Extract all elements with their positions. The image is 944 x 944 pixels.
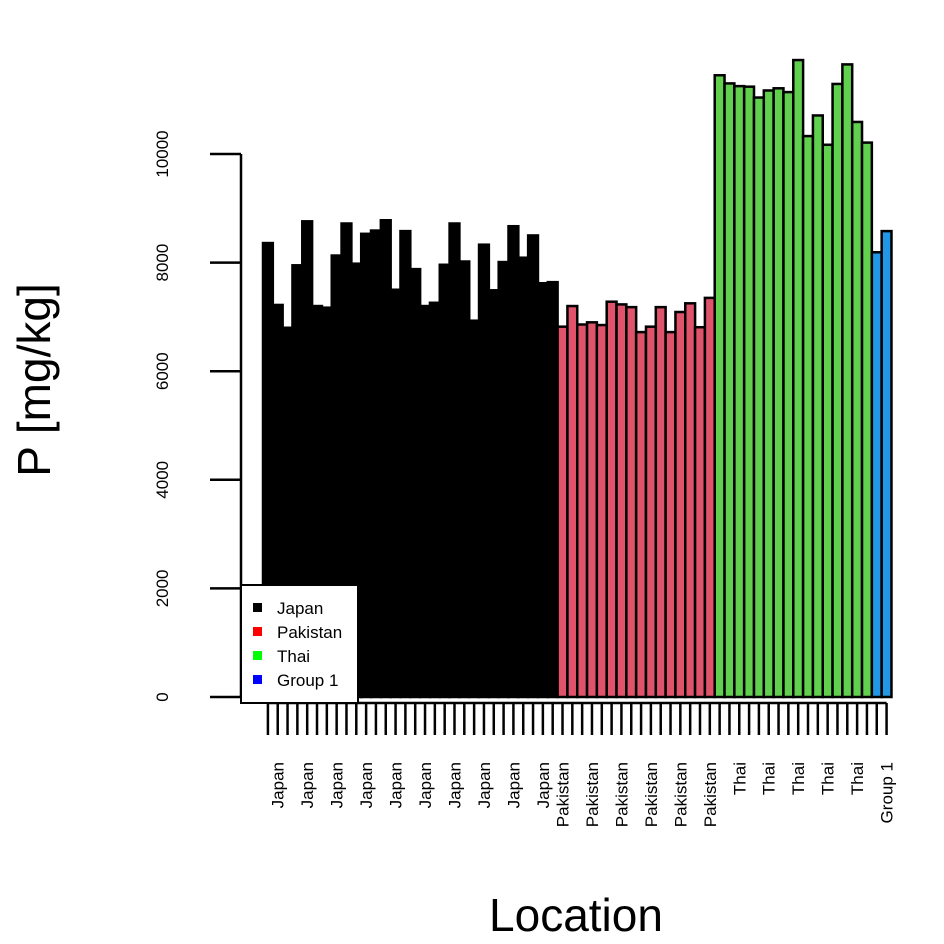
bar-63 <box>870 251 883 699</box>
bar-45 <box>693 325 707 699</box>
x-tick-label: Pakistan <box>583 762 602 827</box>
bar-27 <box>517 256 530 699</box>
bar-59 <box>831 82 844 699</box>
bar-14 <box>389 288 402 699</box>
bar-36 <box>605 300 618 699</box>
bar-17 <box>418 304 432 699</box>
bar-40 <box>644 325 658 699</box>
x-tick-label: Thai <box>789 762 808 795</box>
bar-29 <box>536 281 550 699</box>
bar-26 <box>507 224 520 699</box>
bar-62 <box>860 141 874 699</box>
bar-42 <box>664 330 677 699</box>
bar-23 <box>477 243 491 699</box>
bar-60 <box>841 63 854 699</box>
bar-32 <box>566 304 579 699</box>
bar-33 <box>575 323 589 699</box>
x-tick-label: Japan <box>387 762 406 808</box>
bar-47 <box>713 74 726 699</box>
bar-18 <box>428 301 442 699</box>
y-axis-title: P [mg/kg] <box>8 283 60 476</box>
legend-swatch <box>253 675 262 684</box>
bar-38 <box>625 305 638 699</box>
x-tick-label: Pakistan <box>701 762 720 827</box>
legend-swatch <box>253 627 262 636</box>
bar-51 <box>752 96 766 699</box>
bar-41 <box>654 305 667 699</box>
y-tick-label: 6000 <box>153 352 172 390</box>
legend-label: Japan <box>277 599 323 618</box>
bar-37 <box>615 303 628 699</box>
x-tick-label: Japan <box>269 762 288 808</box>
bar-12 <box>369 229 383 699</box>
bar-58 <box>821 143 834 699</box>
x-tick-label: Pakistan <box>612 762 631 827</box>
y-tick-label: 0 <box>153 692 172 701</box>
bar-61 <box>850 120 864 699</box>
y-tick-label: 10000 <box>153 130 172 177</box>
x-tick-label: Thai <box>730 762 749 795</box>
bars-layer <box>261 58 893 699</box>
y-tick-label: 8000 <box>153 244 172 282</box>
x-tick-label: Japan <box>416 762 435 808</box>
bar-53 <box>772 87 785 699</box>
bar-49 <box>733 84 746 699</box>
x-tick-label: Thai <box>848 762 867 795</box>
x-tick-label: Pakistan <box>671 762 690 827</box>
bar-50 <box>742 85 756 699</box>
bar-35 <box>595 323 608 699</box>
x-tick-label: Pakistan <box>554 762 573 827</box>
bar-52 <box>762 89 775 699</box>
x-axis: Japan Japan Japan Japan Japan Japan Japan Japan… <box>266 701 897 827</box>
legend-swatch <box>253 603 262 612</box>
x-tick-label: Japan <box>446 762 465 808</box>
bar-34 <box>585 321 599 699</box>
bar-24 <box>487 289 500 699</box>
x-tick-label: Thai <box>819 762 838 795</box>
bar-57 <box>811 114 824 699</box>
bar-64 <box>880 229 893 699</box>
bar-16 <box>409 267 422 699</box>
bar-19 <box>438 263 451 699</box>
x-tick-label: Japan <box>357 762 376 808</box>
bar-54 <box>782 90 795 699</box>
x-tick-label: Japan <box>298 762 317 808</box>
x-tick-label: Japan <box>534 762 553 808</box>
bar-21 <box>458 260 471 699</box>
bar-46 <box>703 296 716 699</box>
bar-11 <box>359 232 373 699</box>
bar-15 <box>399 229 412 699</box>
legend-label: Thai <box>277 647 310 666</box>
y-axis: 0 2000 4000 6000 8000 10000 <box>153 130 243 702</box>
bar-39 <box>634 330 648 699</box>
legend-label: Pakistan <box>277 623 342 642</box>
bar-43 <box>674 310 687 699</box>
bar-30 <box>546 280 559 699</box>
bar-20 <box>448 222 461 699</box>
x-tick-label: Thai <box>760 762 779 795</box>
y-tick-label: 2000 <box>153 569 172 607</box>
bar-44 <box>684 302 697 699</box>
bar-13 <box>379 219 392 699</box>
bar-56 <box>801 134 815 699</box>
x-tick-label: Japan <box>475 762 494 808</box>
legend-label: Group 1 <box>277 671 338 690</box>
bar-48 <box>723 82 736 699</box>
bar-25 <box>497 260 510 699</box>
x-tick-label: Japan <box>328 762 347 808</box>
x-tick-label: Group 1 <box>878 762 897 823</box>
bar-55 <box>792 58 805 699</box>
x-tick-label: Japan <box>504 762 523 808</box>
x-tick-label: Pakistan <box>642 762 661 827</box>
bar-31 <box>556 325 569 699</box>
bar-28 <box>526 234 540 699</box>
legend-swatch <box>253 651 262 660</box>
legend: Japan Pakistan Thai Group 1 <box>240 584 359 704</box>
x-axis-title: Location <box>489 889 663 941</box>
bar-22 <box>467 319 481 699</box>
y-tick-label: 4000 <box>153 461 172 499</box>
